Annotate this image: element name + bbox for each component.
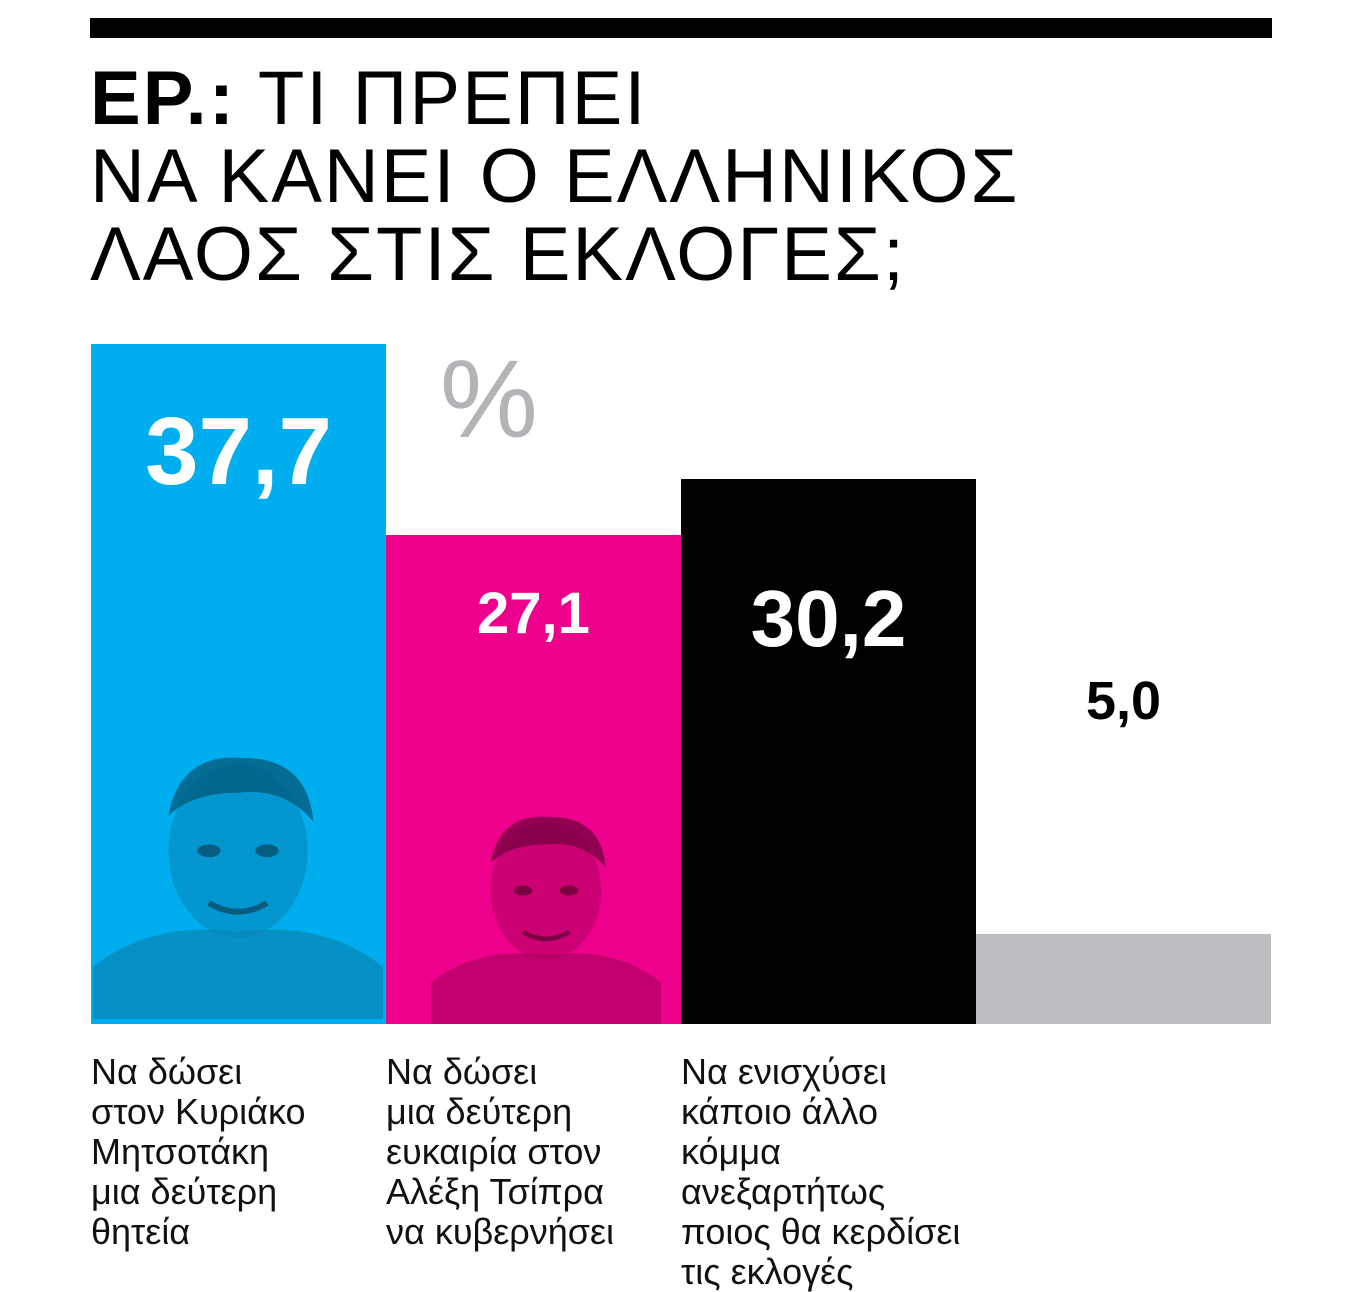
bar-4: 5,0 Δ.Α. (976, 674, 1271, 1056)
title-line-3: ΛΑΟΣ ΣΤΙΣ ΕΚΛΟΓΕΣ; (90, 212, 907, 297)
portrait-tsipras (431, 816, 661, 1024)
title-line-2: ΝΑ ΚΑΝΕΙ Ο ΕΛΛΗΝΙΚΟΣ (90, 134, 1020, 219)
title-line-1: ΤΙ ΠΡΕΠΕΙ (257, 56, 648, 141)
value-label-1: 37,7 (145, 398, 332, 505)
title-bold: ΕΡ.: (90, 56, 237, 141)
category-label-4: Δ.Α. (1087, 1017, 1160, 1058)
value-label-2: 27,1 (477, 581, 590, 646)
bar-2: 27,1 (386, 535, 681, 1024)
chart-title: ΕΡ.: ΤΙ ΠΡΕΠΕΙ ΝΑ ΚΑΝΕΙ Ο ΕΛΛΗΝΙΚΟΣ ΛΑΟΣ… (90, 60, 1270, 294)
category-label-2: Να δώσει μια δεύτερη ευκαιρία στον Αλέξη… (386, 1051, 615, 1252)
bar-3: 30,2 (681, 479, 976, 1024)
category-label-1: Να δώσει στον Κυριάκο Μητσοτάκη μια δεύτ… (91, 1051, 306, 1252)
value-label-3: 30,2 (750, 574, 907, 663)
unit-label: % (440, 338, 538, 461)
category-label-3: Να ενισχύσει κάποιο άλλο κόμμα ανεξαρτήτ… (681, 1051, 961, 1292)
value-label-4: 5,0 (1085, 671, 1162, 731)
top-rule (90, 18, 1272, 38)
portrait-mitsotakis (93, 757, 383, 1019)
bar-1: 37,7 (91, 344, 386, 1024)
